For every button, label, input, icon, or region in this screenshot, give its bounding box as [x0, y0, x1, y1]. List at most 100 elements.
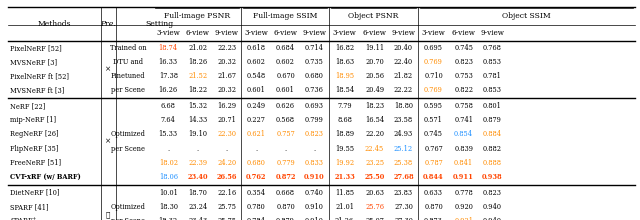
Text: 27.30: 27.30: [394, 203, 413, 211]
Text: 0.769: 0.769: [424, 58, 443, 66]
Text: 0.621: 0.621: [246, 130, 266, 138]
Text: 18.26: 18.26: [188, 58, 207, 66]
Text: 20.40: 20.40: [394, 44, 413, 52]
Text: 6-view: 6-view: [273, 29, 298, 37]
Text: 23.58: 23.58: [394, 116, 413, 124]
Text: 0.354: 0.354: [246, 189, 266, 197]
Text: per Scene: per Scene: [111, 145, 145, 152]
Text: SPARF⁺: SPARF⁺: [10, 217, 36, 220]
Text: NeRF [22]: NeRF [22]: [10, 102, 45, 110]
Text: 0.714: 0.714: [305, 44, 324, 52]
Text: 0.741: 0.741: [454, 116, 473, 124]
Text: 9-view: 9-view: [214, 29, 239, 37]
Text: Object SSIM: Object SSIM: [502, 12, 550, 20]
Text: 0.684: 0.684: [276, 44, 295, 52]
Text: DTU and: DTU and: [113, 58, 143, 66]
Text: 0.758: 0.758: [454, 102, 473, 110]
Text: 0.938: 0.938: [482, 173, 503, 181]
Text: 21.33: 21.33: [334, 173, 355, 181]
Text: Methods: Methods: [37, 20, 71, 28]
Text: 19.11: 19.11: [365, 44, 384, 52]
Text: 0.882: 0.882: [483, 145, 502, 152]
Text: 24.93: 24.93: [394, 130, 413, 138]
Text: 0.920: 0.920: [454, 203, 473, 211]
Text: 0.670: 0.670: [276, 72, 295, 80]
Text: 0.873: 0.873: [424, 217, 443, 220]
Text: 25.75: 25.75: [217, 203, 236, 211]
Text: PixelNeRF ft [52]: PixelNeRF ft [52]: [10, 72, 69, 80]
Text: .: .: [167, 145, 170, 152]
Text: 0.571: 0.571: [424, 116, 443, 124]
Text: Optimized: Optimized: [111, 130, 145, 138]
Text: 0.940: 0.940: [483, 203, 502, 211]
Text: 21.67: 21.67: [217, 72, 236, 80]
Text: 7.79: 7.79: [337, 102, 352, 110]
Text: 18.06: 18.06: [159, 173, 178, 181]
Text: 0.870: 0.870: [276, 203, 295, 211]
Text: 23.24: 23.24: [188, 203, 207, 211]
Text: 21.52: 21.52: [188, 72, 207, 80]
Text: 27.68: 27.68: [393, 173, 413, 181]
Text: 0.781: 0.781: [483, 72, 502, 80]
Text: mip-NeRF [1]: mip-NeRF [1]: [10, 116, 56, 124]
Text: 23.25: 23.25: [365, 159, 384, 167]
Text: 19.10: 19.10: [188, 130, 207, 138]
Text: 0.568: 0.568: [276, 116, 295, 124]
Text: 0.768: 0.768: [483, 44, 502, 52]
Text: ×: ×: [105, 65, 111, 73]
Text: 0.872: 0.872: [275, 173, 296, 181]
Text: 3-view: 3-view: [156, 29, 180, 37]
Text: 23.83: 23.83: [394, 189, 413, 197]
Text: 0.910: 0.910: [304, 173, 324, 181]
Text: Full-image SSIM: Full-image SSIM: [253, 12, 317, 20]
Text: 20.56: 20.56: [365, 72, 384, 80]
Text: Setting: Setting: [145, 20, 173, 28]
Text: ×: ×: [105, 138, 111, 145]
Text: 0.626: 0.626: [276, 102, 295, 110]
Text: Object PSNR: Object PSNR: [348, 12, 399, 20]
Text: 0.680: 0.680: [305, 72, 324, 80]
Text: 18.02: 18.02: [159, 159, 178, 167]
Text: 0.602: 0.602: [246, 58, 266, 66]
Text: per Scene: per Scene: [111, 86, 145, 94]
Text: Optimized: Optimized: [111, 203, 145, 211]
Text: 18.80: 18.80: [394, 102, 413, 110]
Text: .: .: [225, 145, 228, 152]
Text: 17.38: 17.38: [159, 72, 178, 80]
Text: 25.07: 25.07: [365, 217, 384, 220]
Text: .: .: [255, 145, 257, 152]
Text: 0.595: 0.595: [424, 102, 443, 110]
Text: FreeNeRF [51]: FreeNeRF [51]: [10, 159, 61, 167]
Text: 20.32: 20.32: [217, 86, 236, 94]
Text: ✓: ✓: [106, 210, 110, 218]
Text: 0.779: 0.779: [276, 159, 295, 167]
Text: 9-view: 9-view: [392, 29, 415, 37]
Text: 18.22: 18.22: [188, 86, 207, 94]
Text: 0.762: 0.762: [246, 173, 266, 181]
Text: 0.879: 0.879: [483, 116, 502, 124]
Text: 6-view: 6-view: [186, 29, 210, 37]
Text: 16.54: 16.54: [365, 116, 384, 124]
Text: 27.30: 27.30: [394, 217, 413, 220]
Text: 0.602: 0.602: [276, 58, 295, 66]
Text: 0.633: 0.633: [424, 189, 443, 197]
Text: 25.12: 25.12: [394, 145, 413, 152]
Text: 16.82: 16.82: [335, 44, 354, 52]
Text: 0.780: 0.780: [246, 203, 266, 211]
Text: 0.668: 0.668: [276, 189, 295, 197]
Text: 16.33: 16.33: [159, 58, 178, 66]
Text: 6-view: 6-view: [452, 29, 476, 37]
Text: 0.618: 0.618: [246, 44, 266, 52]
Text: 18.95: 18.95: [335, 72, 354, 80]
Text: 0.753: 0.753: [454, 72, 473, 80]
Text: 22.16: 22.16: [217, 189, 236, 197]
Text: 20.70: 20.70: [365, 58, 384, 66]
Text: 25.50: 25.50: [364, 173, 385, 181]
Text: 0.841: 0.841: [454, 159, 473, 167]
Text: FlipNeRF [35]: FlipNeRF [35]: [10, 145, 59, 152]
Text: 23.43: 23.43: [188, 217, 207, 220]
Text: 18.32: 18.32: [159, 217, 178, 220]
Text: 22.40: 22.40: [394, 58, 413, 66]
Text: DietNeRF [10]: DietNeRF [10]: [10, 189, 60, 197]
Text: 0.888: 0.888: [483, 159, 502, 167]
